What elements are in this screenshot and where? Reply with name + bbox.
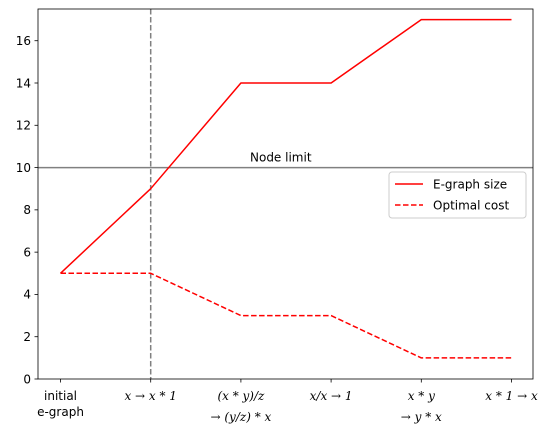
x-axis: initial e-graph x → x * 1 (x * y)/z → (y/z) … (37, 379, 538, 424)
y-tick-label: 16 (16, 34, 31, 48)
axes-frame (37, 8, 534, 380)
y-tick-label: 0 (23, 372, 31, 386)
y-tick-label: 14 (16, 76, 31, 90)
series-line-egraph-size (59, 18, 512, 274)
x-tick-label: (x * y)/z → (y/z) * x (211, 389, 272, 424)
legend-box (388, 171, 527, 219)
x-tick-label: initial e-graph (37, 389, 84, 419)
plot-area: Node limit (37, 8, 534, 380)
legend-label: Optimal cost (433, 198, 509, 212)
x-tick-label: x * 1 → x (485, 389, 538, 403)
y-tick-label: 12 (16, 119, 31, 133)
y-tick-label: 10 (16, 161, 31, 175)
x-tick-label: x → x * 1 (124, 389, 176, 403)
y-tick-label: 2 (23, 330, 31, 344)
y-tick-label: 6 (23, 245, 31, 259)
node-limit-label: Node limit (250, 151, 312, 165)
legend-label: E-graph size (433, 177, 507, 191)
series-line-optimal-cost (60, 272, 512, 359)
y-tick-label: 4 (23, 288, 31, 302)
y-axis: 0 2 4 6 8 10 12 14 16 (16, 34, 38, 386)
y-tick-label: 8 (23, 203, 31, 217)
x-tick-label: x/x → 1 (310, 389, 353, 403)
x-tick-label: x * y → y * x (401, 389, 442, 424)
legend: E-graph size Optimal cost (388, 171, 527, 219)
